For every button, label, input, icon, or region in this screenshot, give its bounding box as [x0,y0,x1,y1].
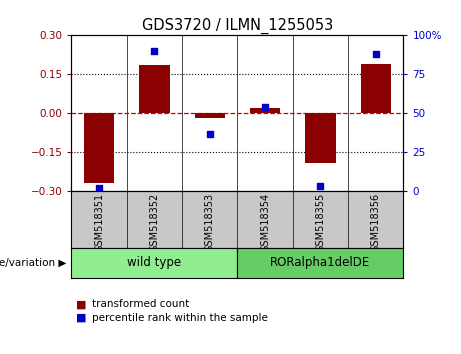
Point [372,51,379,57]
Text: percentile rank within the sample: percentile rank within the sample [92,313,268,322]
Text: ■: ■ [76,313,87,322]
Text: GSM518356: GSM518356 [371,193,381,252]
Bar [195,113,225,119]
Point [151,48,158,54]
Text: ■: ■ [76,299,87,309]
Point [95,185,103,191]
Text: transformed count: transformed count [92,299,189,309]
Title: GDS3720 / ILMN_1255053: GDS3720 / ILMN_1255053 [142,18,333,34]
Bar [305,113,336,162]
Point [206,131,213,136]
Text: GSM518353: GSM518353 [205,193,215,252]
Bar [84,113,114,183]
Text: genotype/variation ▶: genotype/variation ▶ [0,258,67,268]
Bar [250,108,280,113]
Text: RORalpha1delDE: RORalpha1delDE [270,256,371,269]
Text: GSM518355: GSM518355 [315,193,325,252]
Text: GSM518352: GSM518352 [149,193,160,252]
Bar [361,64,391,113]
Point [317,184,324,189]
Point [261,104,269,110]
Text: GSM518354: GSM518354 [260,193,270,252]
Bar [139,65,170,113]
Text: wild type: wild type [127,256,182,269]
Text: GSM518351: GSM518351 [94,193,104,252]
